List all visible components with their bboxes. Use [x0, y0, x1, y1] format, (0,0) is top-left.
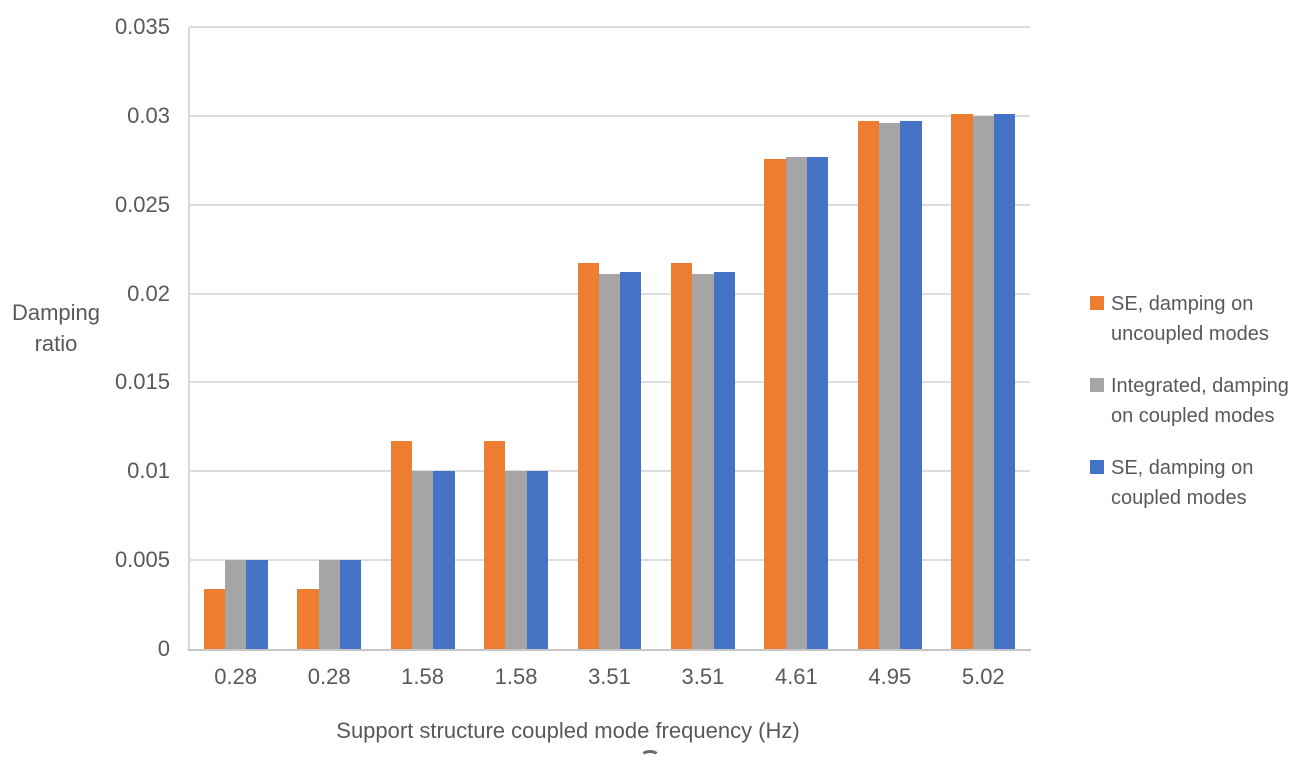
legend-item-se-coupled: SE, damping on coupled modes [1090, 453, 1289, 513]
x-tick-label: 3.51 [588, 664, 631, 689]
bar [433, 471, 455, 649]
y-tick-label: 0.005 [114, 547, 170, 573]
bar [577, 263, 599, 649]
legend-label: SE, damping on coupled modes [1111, 453, 1253, 513]
partial-glyph-artifact [640, 750, 660, 764]
legend-label: SE, damping on uncoupled modes [1111, 289, 1269, 349]
x-tick-label: 5.02 [961, 664, 1005, 689]
y-tick-label: 0.02 [127, 280, 170, 306]
bar [764, 158, 786, 649]
bar-group [951, 114, 1016, 649]
x-tick-label: 0.28 [214, 664, 258, 689]
x-tick-label: 3.51 [681, 664, 725, 689]
bar [203, 588, 226, 649]
bar [900, 121, 922, 649]
bar [692, 274, 714, 649]
bar-group [390, 441, 455, 649]
gridline [189, 26, 1030, 28]
bar [411, 471, 434, 649]
x-axis-title: Support structure coupled mode frequency… [336, 718, 800, 743]
bar [879, 122, 901, 649]
bar [857, 121, 880, 649]
bar [993, 114, 1016, 649]
bar [297, 588, 319, 649]
gridline [189, 203, 1030, 206]
bar [785, 156, 808, 649]
legend-item-integrated-coupled: Integrated, damping on coupled modes [1090, 371, 1289, 431]
y-tick-label: 0.03 [127, 102, 170, 128]
bar [620, 272, 642, 649]
y-tick-label: 0 [157, 636, 170, 661]
bar [598, 274, 621, 649]
bar-group [203, 560, 268, 649]
y-tick-label: 0.01 [127, 458, 170, 484]
y-axis-title-line: Damping [11, 300, 101, 325]
bar [526, 471, 548, 649]
bar [807, 156, 829, 649]
legend-label-line: coupled modes [1111, 487, 1247, 509]
bar-group [764, 156, 829, 649]
legend-label: Integrated, damping on coupled modes [1111, 371, 1289, 431]
bar-group [857, 121, 922, 649]
bar [246, 560, 268, 649]
bar-group [297, 560, 362, 649]
bar [318, 560, 340, 649]
x-tick-label: 0.28 [307, 664, 351, 689]
legend-swatch-blue-icon [1090, 460, 1104, 474]
bar-group [484, 441, 548, 649]
y-axis-line [188, 27, 190, 651]
bar [484, 441, 506, 649]
legend-item-se-uncoupled: SE, damping on uncoupled modes [1090, 289, 1289, 349]
bar [339, 560, 362, 649]
bar [390, 441, 412, 649]
bar [713, 272, 735, 649]
legend: SE, damping on uncoupled modes Integrate… [1090, 289, 1289, 513]
bar [505, 471, 527, 649]
legend-label-line: uncoupled modes [1111, 323, 1269, 345]
x-tick-label: 4.95 [868, 664, 912, 689]
legend-label-line: Integrated, damping [1111, 375, 1289, 397]
bar [951, 114, 973, 649]
y-tick-label: 0.035 [114, 14, 170, 39]
x-tick-label: 1.58 [401, 664, 444, 689]
legend-swatch-orange-icon [1090, 296, 1104, 310]
legend-swatch-gray-icon [1090, 378, 1104, 392]
bar [972, 115, 994, 649]
x-tick-label: 1.58 [494, 664, 538, 689]
legend-label-line: SE, damping on [1111, 457, 1254, 479]
legend-label-line: on coupled modes [1111, 405, 1275, 427]
x-axis-line [188, 649, 1031, 651]
bar-group [670, 263, 735, 649]
plot-area [189, 26, 1030, 649]
bar [225, 560, 247, 649]
bar-group [577, 263, 642, 649]
y-axis-title-line: ratio [34, 331, 78, 356]
y-axis-title: Damping ratio [2, 297, 110, 359]
legend-label-line: SE, damping on [1111, 293, 1254, 315]
y-tick-label: 0.025 [114, 191, 170, 217]
gridline [189, 114, 1030, 117]
y-tick-label: 0.015 [114, 369, 170, 395]
x-tick-label: 4.61 [774, 664, 818, 689]
bar [670, 263, 693, 649]
